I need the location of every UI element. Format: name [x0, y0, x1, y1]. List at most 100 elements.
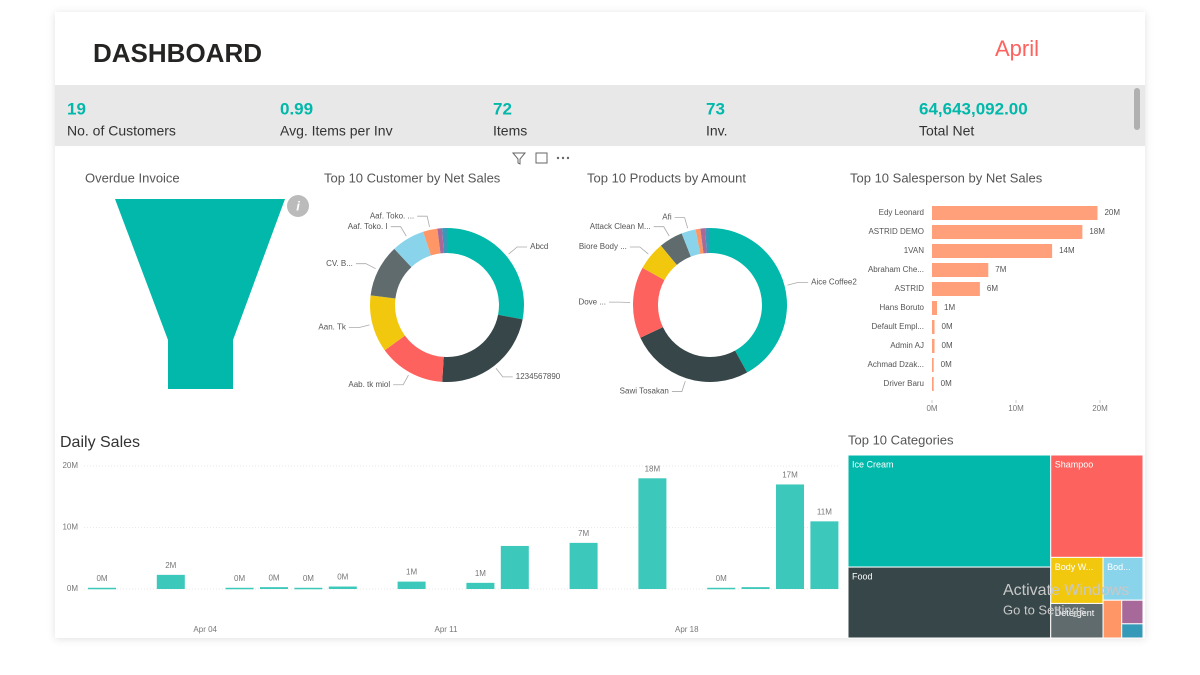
donut-slice [681, 229, 701, 257]
treemap-cell [1050, 602, 1104, 639]
leader-line [671, 380, 686, 392]
treemap-label: Ice Cream [852, 459, 894, 469]
treemap-label: Bod... [1107, 562, 1131, 572]
category-label: Admin AJ [890, 341, 924, 350]
kpi-label: No. of Customers [67, 123, 176, 139]
value-label: 11M [817, 507, 832, 516]
donut-slice [642, 245, 677, 280]
filter-icon[interactable] [511, 152, 527, 165]
donut-label: Biore Body ... [579, 242, 627, 251]
donut-label: Abcd [530, 242, 548, 251]
value-label: 0M [303, 574, 314, 583]
treemap-cell [1121, 623, 1144, 639]
donut-label: Aab. tk miol [348, 380, 390, 389]
value-label: 0M [337, 573, 348, 582]
x-tick-label: 20M [1092, 404, 1108, 413]
bar [932, 263, 989, 277]
kpi-value: 64,643,092.00 [919, 99, 1028, 118]
treemap-cell [1102, 599, 1123, 639]
treemap-cell [1050, 556, 1104, 604]
kpi-band [55, 85, 1145, 146]
leader-line [393, 374, 409, 386]
donut-label: Aan. Tk [318, 323, 346, 332]
bar [932, 282, 980, 296]
donut-slice [442, 314, 523, 382]
kpi-value: 73 [706, 99, 725, 118]
info-icon[interactable] [287, 195, 309, 217]
dashboard-title: DASHBOARD [93, 38, 262, 68]
value-label: 1M [944, 303, 955, 312]
bar [932, 320, 935, 334]
kpi-value: 19 [67, 99, 86, 118]
donut-slice [437, 228, 444, 254]
category-label: 1VAN [904, 246, 925, 255]
bar [156, 574, 185, 589]
leader-line [787, 281, 809, 286]
watermark-line: Activate Windows [1003, 582, 1129, 599]
donut-label: Sawi Tosakan [620, 387, 669, 396]
leader-line [355, 263, 376, 270]
donut-label: CV. B... [326, 259, 353, 268]
treemap-cell [1121, 599, 1144, 625]
bar [225, 587, 254, 590]
donut-label: Afi [662, 213, 672, 222]
donut-slice [705, 228, 710, 254]
y-tick-label: 20M [62, 461, 78, 470]
value-label: 14M [1059, 246, 1075, 255]
bar [932, 244, 1053, 258]
treemap-cell [1050, 454, 1144, 558]
bar [741, 587, 770, 589]
more-icon[interactable] [556, 156, 570, 160]
focus-icon[interactable] [535, 152, 548, 164]
product-donut-title: Top 10 Products by Amount [587, 170, 746, 185]
bar [932, 206, 1098, 220]
bar [932, 339, 935, 353]
value-label: 0M [268, 573, 279, 582]
bar [500, 545, 529, 589]
x-tick-label: 0M [926, 404, 937, 413]
kpi-label: Total Net [919, 123, 974, 139]
value-label: 0M [942, 341, 953, 350]
value-label: 7M [578, 529, 589, 538]
value-label: 7M [995, 265, 1006, 274]
y-tick-label: 10M [62, 523, 78, 532]
bar [569, 542, 598, 589]
donut-slice [633, 267, 665, 338]
kpi-value: 72 [493, 99, 512, 118]
daily-sales-title: Daily Sales [60, 434, 140, 451]
bar [932, 225, 1083, 239]
donut-label: 1234567890 [516, 372, 561, 381]
donut-slice [370, 248, 412, 299]
category-label: ASTRID [895, 284, 925, 293]
donut-slice [423, 228, 441, 256]
value-label: 18M [1089, 227, 1105, 236]
bar [466, 582, 495, 589]
value-label: 20M [1104, 208, 1120, 217]
watermark-line: Go to Settings [1003, 602, 1086, 617]
kpi-label: Items [493, 123, 527, 139]
category-label: ASTRID DEMO [868, 227, 924, 236]
donut-label: Attack Clean M... [590, 222, 651, 231]
donut-label: Aaf. Toko. ... [370, 211, 414, 220]
value-label: 1M [406, 568, 417, 577]
leader-line [674, 217, 689, 229]
donut-slice [447, 228, 524, 320]
treemap-label: Detergent [1055, 608, 1095, 618]
donut-label: Aice Coffee2 [811, 277, 857, 286]
value-label: 2M [165, 561, 176, 570]
category-label: Edy Leonard [879, 208, 924, 217]
category-label: Driver Baru [884, 379, 924, 388]
treemap-cell [847, 566, 1052, 639]
leader-line [629, 246, 649, 255]
x-tick-label: Apr 11 [435, 625, 459, 634]
visuals: 19 No. of Customers 0.99 Avg. Items per Inv… [62, 99, 1144, 639]
value-label: 0M [942, 322, 953, 331]
treemap-label: Shampoo [1055, 459, 1094, 469]
donut-slice [700, 228, 707, 254]
x-tick-label: Apr 18 [675, 625, 699, 634]
donut-slice [384, 335, 444, 382]
treemap-cell [1102, 556, 1144, 601]
treemap-title: Top 10 Categories [848, 432, 954, 447]
donut-slice [394, 231, 431, 268]
